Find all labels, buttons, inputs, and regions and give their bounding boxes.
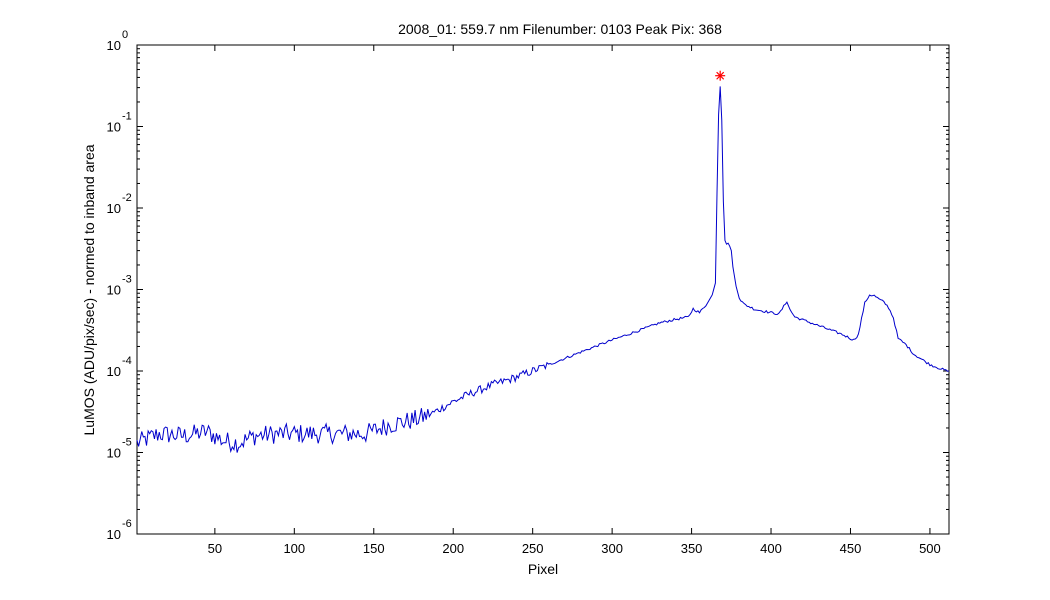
y-tick-label-exponent: -6 <box>122 518 132 530</box>
x-tick-label: 100 <box>283 541 305 556</box>
x-tick-label: 350 <box>681 541 703 556</box>
y-tick-label-base: 10 <box>107 283 121 298</box>
y-axis-label: LuMOS (ADU/pix/sec) - normed to inband a… <box>81 144 97 435</box>
x-tick-label: 300 <box>601 541 623 556</box>
y-tick-label-exponent: -3 <box>122 274 132 286</box>
x-tick-label: 50 <box>208 541 222 556</box>
x-tick-label: 400 <box>760 541 782 556</box>
y-tick-label-exponent: -5 <box>122 437 132 449</box>
y-tick-label-base: 10 <box>107 201 121 216</box>
peak-marker-stroke <box>716 71 725 80</box>
peak-marker <box>715 70 726 81</box>
y-tick-label-exponent: -1 <box>122 111 132 123</box>
x-tick-label: 250 <box>522 541 544 556</box>
x-tick-label: 200 <box>442 541 464 556</box>
x-tick-label: 500 <box>919 541 941 556</box>
plot-area: 50 100 150 200 250 300 350 400 450 500 10-610-510… <box>107 29 950 556</box>
y-tick-label-exponent: -4 <box>122 355 132 367</box>
y-tick-label-exponent: 0 <box>122 29 128 41</box>
y-tick-label-base: 10 <box>107 527 121 542</box>
x-tick-label: 450 <box>840 541 862 556</box>
x-axis-label: Pixel <box>528 561 558 577</box>
y-tick-label-base: 10 <box>107 120 121 135</box>
x-axis-ticks: 50 100 150 200 250 300 350 400 450 500 <box>208 45 941 556</box>
y-tick-label-base: 10 <box>107 364 121 379</box>
y-tick-label-base: 10 <box>107 446 121 461</box>
chart-title: 2008_01: 559.7 nm Filenumber: 0103 Peak … <box>398 21 722 37</box>
axes-box <box>136 44 950 535</box>
series-line <box>136 86 950 454</box>
y-tick-label-exponent: -2 <box>122 192 132 204</box>
y-tick-label-base: 10 <box>107 38 121 53</box>
x-tick-label: 150 <box>363 541 385 556</box>
